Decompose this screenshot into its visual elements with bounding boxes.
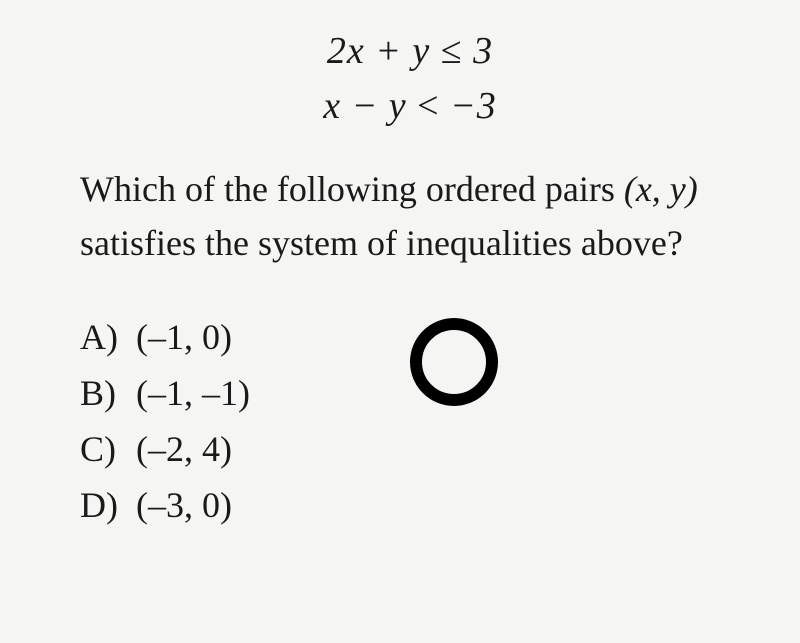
option-value: (–1, –1) [136,373,250,413]
option-b[interactable]: B)(–1, –1) [80,366,740,422]
answer-options: A)(–1, 0) B)(–1, –1) C)(–2, 4) D)(–3, 0) [80,310,740,533]
option-value: (–1, 0) [136,317,232,357]
option-value: (–2, 4) [136,429,232,469]
option-label: A) [80,310,136,366]
math-question-page: 2x + y ≤ 3 x − y < −3 Which of the follo… [0,0,800,643]
option-label: D) [80,478,136,534]
inequality-line-2: x − y < −3 [80,79,740,134]
option-c[interactable]: C)(–2, 4) [80,422,740,478]
option-d[interactable]: D)(–3, 0) [80,478,740,534]
question-part-2: satisfies the system of inequalities abo… [80,223,683,263]
option-label: B) [80,366,136,422]
question-text: Which of the following ordered pairs (x,… [80,162,740,270]
option-label: C) [80,422,136,478]
circle-mark-icon [410,318,498,406]
option-value: (–3, 0) [136,485,232,525]
inequality-system: 2x + y ≤ 3 x − y < −3 [80,24,740,134]
ordered-pair-notation: (x, y) [624,169,698,209]
inequality-line-1: 2x + y ≤ 3 [80,24,740,79]
question-part-1: Which of the following ordered pairs [80,169,624,209]
